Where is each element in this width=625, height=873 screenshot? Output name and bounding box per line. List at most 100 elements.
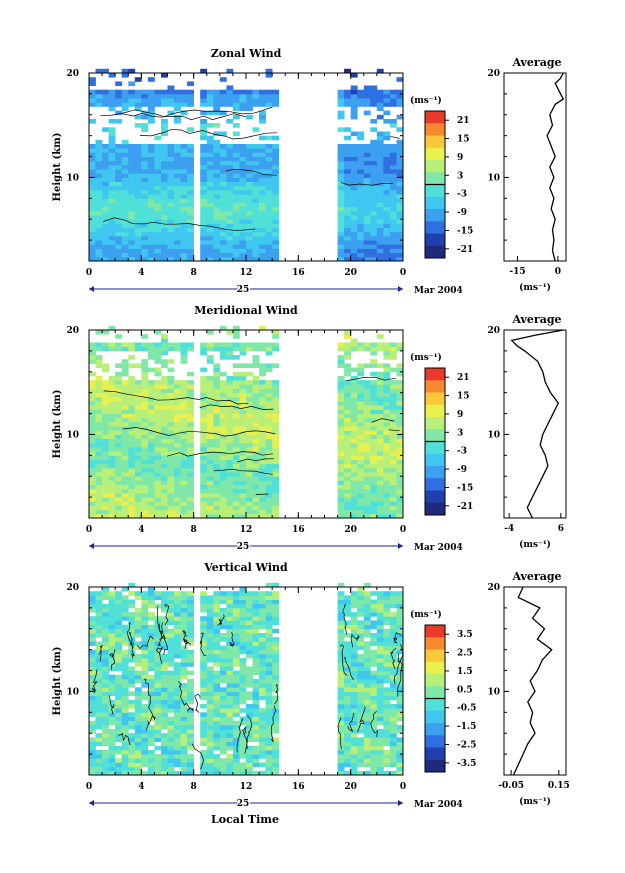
heatmap-cell [180,160,188,166]
heatmap-cell [246,215,253,220]
heatmap-cell [226,156,234,162]
heatmap-cell [115,509,123,515]
heatmap-cell [147,160,155,166]
heatmap-cell [272,480,280,485]
heatmap-cell [154,509,162,515]
heatmap-cell [141,637,149,642]
heatmap-cell [396,160,404,166]
heatmap-cell [272,430,280,435]
heatmap-cell [95,392,103,398]
heatmap-cell [89,745,96,751]
heatmap-cell [128,754,136,759]
heatmap-cell [344,430,351,435]
heatmap-cell [141,227,149,233]
heatmap-cell [147,687,155,692]
heatmap-cell [174,169,181,174]
heatmap-cell [102,430,109,435]
heatmap-cell [134,421,142,427]
heatmap-cell [115,206,123,212]
heatmap-cell [383,599,391,605]
heatmap-cell [121,704,129,709]
heatmap-cell [376,459,384,465]
heatmap-cell [239,599,247,605]
heatmap-cell [337,737,345,742]
heatmap-cell [206,674,214,680]
heatmap-cell [89,93,96,99]
heatmap-cell [363,770,371,776]
heatmap-cell [115,770,123,776]
heatmap-cell [174,181,181,187]
heatmap-cell [350,484,358,490]
heatmap-cell [259,741,266,747]
heatmap-cell [206,185,214,191]
heatmap-cell [252,442,260,448]
heatmap-cell [89,235,96,241]
heatmap-cell [89,434,96,439]
heatmap-cell [134,733,142,738]
heatmap-cell [383,367,391,373]
heatmap-cell [396,451,404,456]
heatmap-cell [180,708,188,713]
heatmap-cell [344,421,351,427]
x-tick-label: 16 [292,782,305,792]
heatmap-cell [206,691,214,696]
heatmap-cell [389,442,397,448]
heatmap-cell [370,392,378,398]
heatmap-cell [108,169,116,174]
heatmap-cell [344,733,351,738]
colorbar-tick-label: 1.5 [457,667,473,677]
heatmap-cell [272,148,280,153]
heatmap-cell [147,587,155,592]
heatmap-cell [115,244,123,249]
heatmap-cell [350,616,358,621]
heatmap-cell [344,497,351,502]
heatmap-cell [167,691,175,696]
heatmap-cell [174,712,181,717]
heatmap-cell [226,455,234,460]
heatmap-cell [102,658,109,663]
heatmap-cell [108,240,116,245]
heatmap-cell [272,396,280,402]
heatmap-cell [95,633,103,638]
x-tick-label: 0 [86,782,92,792]
heatmap-cell [239,215,247,220]
heatmap-cell [232,637,240,642]
heatmap-cell [95,102,103,107]
heatmap-cell [213,156,221,162]
heatmap-cell [154,438,162,444]
heatmap-cell [95,240,103,245]
heatmap-cell [128,102,136,107]
heatmap-cell [147,164,155,170]
heatmap-cell [154,240,162,245]
contour-line [126,622,134,649]
heatmap-cell [389,421,397,427]
heatmap-cell [187,620,194,625]
heatmap-cell [200,649,208,655]
heatmap-cell [226,185,234,191]
heatmap-cell [213,620,221,625]
heatmap-cell [232,620,240,625]
colorbar-segment [425,502,445,516]
heatmap-cell [376,653,384,659]
heatmap-cell [226,219,234,224]
heatmap-cell [115,210,123,216]
heatmap-cell [174,758,181,763]
heatmap-cell [161,712,168,717]
heatmap-cell [239,413,247,419]
heatmap-cell [252,156,260,162]
contour-lines [103,376,400,495]
heatmap-cell [363,662,371,667]
heatmap-cell [239,766,247,772]
heatmap-cell [128,219,136,224]
heatmap-cell [89,670,96,676]
heatmap-cell [232,754,240,759]
heatmap-cell [350,633,358,638]
heatmap-cell [187,430,194,435]
heatmap-cell [344,384,351,389]
heatmap-cell [141,206,149,212]
heatmap-cell [265,695,273,701]
heatmap-cell [121,405,129,410]
heatmap-cell [389,235,397,241]
heatmap-cell [226,691,234,696]
heatmap-cell [187,497,194,502]
